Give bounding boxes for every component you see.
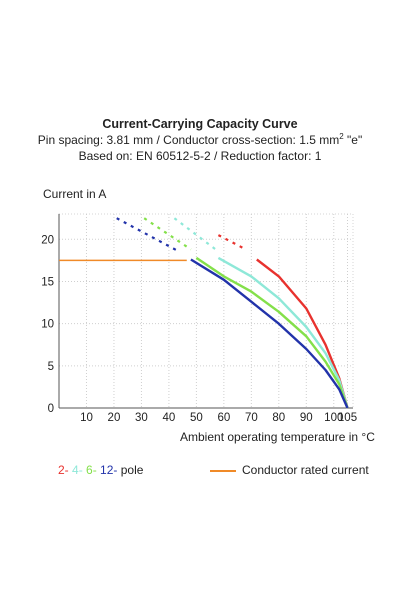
x-tick-label: 60 xyxy=(217,412,230,424)
x-tick-label: 40 xyxy=(163,412,176,424)
series-12-pole-curve xyxy=(190,258,349,409)
series-12-pole-dashed xyxy=(116,217,181,253)
legend-rated-current: Conductor rated current xyxy=(210,463,369,477)
legend-rated-label: Conductor rated current xyxy=(242,463,369,477)
legend-pole-suffix: pole xyxy=(117,463,144,477)
legend-rated-line xyxy=(210,469,236,472)
legend-pole-2: 2- xyxy=(58,463,69,477)
x-tick-label: 80 xyxy=(272,412,285,424)
legend-poles: 2- 4- 6- 12- pole xyxy=(58,463,143,477)
series-2-pole-dashed xyxy=(217,234,247,251)
x-tick-label: 100 xyxy=(324,412,343,424)
y-tick-label: 0 xyxy=(48,403,54,415)
x-axis-label: Ambient operating temperature in °C xyxy=(180,430,375,444)
chart-subtitle-pin-spacing: Pin spacing: 3.81 mm / Conductor cross-s… xyxy=(0,132,400,148)
subtitle-superscript: 2 xyxy=(339,132,344,141)
chart-title: Current-Carrying Capacity Curve xyxy=(102,117,298,131)
series-6-pole-dashed xyxy=(143,217,192,251)
y-tick-label: 10 xyxy=(41,319,54,331)
y-tick-label: 5 xyxy=(48,361,54,373)
chart-subtitle-basis: Based on: EN 60512-5-2 / Reduction facto… xyxy=(78,149,322,163)
chart-header: Current-Carrying Capacity Curve Pin spac… xyxy=(0,116,400,164)
series-4-pole-dashed xyxy=(173,217,217,251)
x-tick-label: 90 xyxy=(300,412,313,424)
subtitle-suffix: "e" xyxy=(343,133,363,147)
x-tick-label: 105 xyxy=(338,412,357,424)
legend-pole-6: 6- xyxy=(86,463,97,477)
x-tick-label: 70 xyxy=(245,412,258,424)
legend-pole-12: 12- xyxy=(100,463,118,477)
x-tick-label: 10 xyxy=(80,412,93,424)
legend-pole-4: 4- xyxy=(72,463,83,477)
x-tick-label: 50 xyxy=(190,412,203,424)
y-axis-label: Current in A xyxy=(43,187,107,201)
x-tick-label: 20 xyxy=(108,412,121,424)
series-4-pole-curve xyxy=(217,256,349,409)
subtitle-text: Pin spacing: 3.81 mm / Conductor cross-s… xyxy=(37,133,340,147)
x-tick-label: 30 xyxy=(135,412,148,424)
series-6-pole-curve xyxy=(195,256,349,409)
y-tick-label: 20 xyxy=(41,234,54,246)
y-tick-label: 15 xyxy=(41,276,54,288)
